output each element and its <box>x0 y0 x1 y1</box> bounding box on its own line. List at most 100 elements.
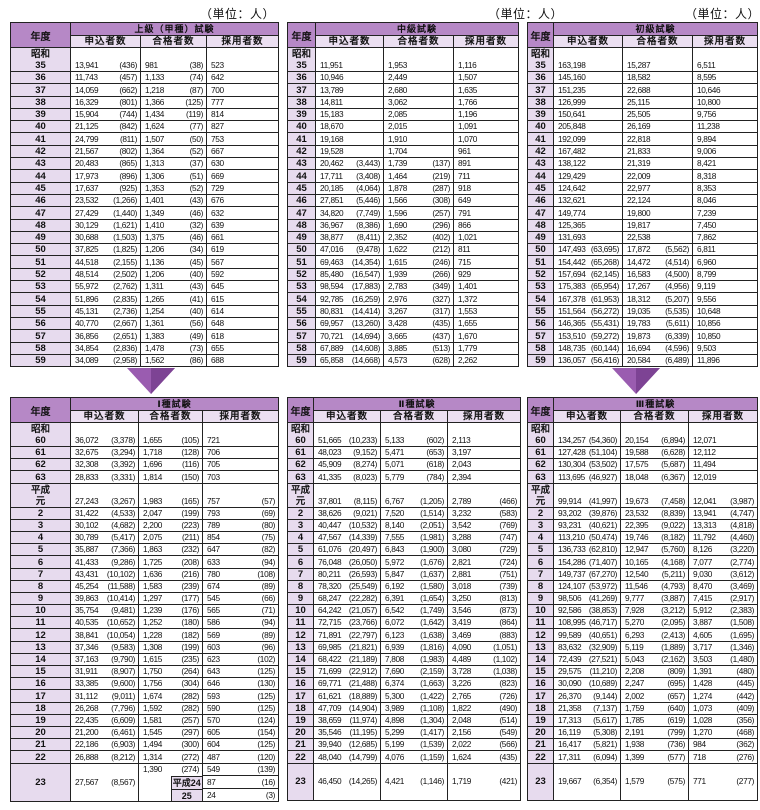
cell-values: 3,665 (437) <box>385 331 453 341</box>
cell-values: 136,057 (56,416) <box>555 355 622 365</box>
data-cell: 148,735 (60,144) <box>553 341 623 355</box>
data-cell: 7,555 (1,981) <box>380 530 448 545</box>
year-cell: 63 <box>287 470 314 484</box>
cell-values: 17,313 (5,617) <box>555 715 620 725</box>
count-value: 44,518 <box>75 256 99 267</box>
cell-values: 16,694 (4,596) <box>624 343 692 353</box>
count-value: 3,018 <box>452 580 472 591</box>
count-value: 1,428 <box>693 678 713 689</box>
count-value: 6,843 <box>385 544 405 555</box>
exam-title: Ⅲ種試験 <box>552 397 759 411</box>
count-value: 19,588 <box>625 447 649 458</box>
data-cell: 487 (120) <box>201 750 280 764</box>
cell-values: 757 (57) <box>204 495 278 507</box>
year-cell: 15 <box>10 664 71 679</box>
year-cell: 53 <box>287 280 316 294</box>
data-cell: 1,306 (51) <box>140 169 207 183</box>
female-count-value: (11,588) <box>107 580 136 591</box>
table-row: 17 26,370 (9,144) 2,002 (657) 1,274 (442) <box>527 689 759 703</box>
table-row: 38 14,811 3,062 1,766 <box>287 95 519 109</box>
female-count-value: (2,736) <box>113 305 137 316</box>
cell-values: 2,047 (199) <box>140 508 202 518</box>
female-count-value: (282) <box>181 702 199 713</box>
cell-values: 1,750 (264) <box>140 667 202 677</box>
female-count-value: (736) <box>667 739 685 750</box>
cell-values: 5,779 (784) <box>382 472 447 482</box>
data-cell: 68,422 (21,189) <box>313 652 381 667</box>
data-cell: 780 (108) <box>201 567 280 581</box>
female-count-value: (2,667) <box>113 318 137 329</box>
female-count-value: (63,695) <box>590 244 619 255</box>
female-count-value: (2,383) <box>730 605 755 616</box>
female-count-value: (1,205) <box>420 495 444 506</box>
cell-values: 2,352 (402) <box>385 232 453 242</box>
cell-values: 3,250 (813) <box>449 593 520 603</box>
count-value: 20,185 <box>320 182 344 193</box>
count-value: 1,228 <box>143 629 163 640</box>
count-value: 757 <box>207 495 220 506</box>
sub-year-label: 25 <box>170 788 202 800</box>
data-cell: 1,091 <box>453 120 519 134</box>
female-count-value: (1,108) <box>420 702 444 713</box>
count-value: 33,385 <box>75 678 99 689</box>
count-value: 633 <box>207 556 220 567</box>
count-value: 5,270 <box>625 617 645 628</box>
data-cell: 125,365 <box>553 218 623 232</box>
cell-values: 9,503 <box>694 343 757 353</box>
data-cell: 154,286 (71,407) <box>553 555 621 569</box>
year-cell: 13 <box>287 640 314 654</box>
count-value: 1,464 <box>388 170 408 181</box>
cell-values: 10,856 <box>694 318 757 328</box>
year-cell: 21 <box>287 738 314 752</box>
cell-values: 6,767 (1,205) <box>382 495 447 507</box>
female-count-value: (5,760) <box>661 544 685 555</box>
count-value: 718 <box>693 751 706 762</box>
count-value: 61,621 <box>318 690 342 701</box>
data-cell: 1,206 (34) <box>140 243 207 257</box>
count-value: 590 <box>207 702 220 713</box>
count-value: 6,123 <box>385 629 405 640</box>
cell-values: 3,226 (823) <box>449 679 520 689</box>
count-value: 19,746 <box>625 532 649 543</box>
cell-values: 30,688 (1,503) <box>72 232 140 242</box>
data-cell: 71,891 (22,797) <box>313 628 381 642</box>
year-cell: 62 <box>10 458 71 472</box>
count-value: 16,583 <box>627 269 651 280</box>
data-cell: 1,391 (480) <box>687 664 759 679</box>
table-row: 18 47,709 (14,904) 3,989 (1,108) 1,822 (490) <box>287 701 522 715</box>
data-cell: 21,567 (802) <box>70 144 141 159</box>
data-cell: 918 <box>453 181 519 195</box>
cell-values: 1,983 (165) <box>140 496 202 507</box>
data-cell: 1,428 (445) <box>687 677 759 691</box>
cell-values: 28,833 (3,331) <box>72 472 138 482</box>
cell-values: 19,783 (5,611) <box>624 318 692 328</box>
data-cell: 1,785 (619) <box>620 713 689 727</box>
female-count-value: (10,532) <box>348 519 377 530</box>
count-value: 11,238 <box>697 121 720 132</box>
female-count-value: (46,927) <box>588 471 617 482</box>
table-row: 52 85,480 (16,547) 1,939 (266) 929 <box>287 267 519 282</box>
cell-values: 1,306 (51) <box>142 171 206 181</box>
count-value: 19,873 <box>627 330 651 341</box>
data-cell: 1,615 (246) <box>383 255 454 269</box>
data-cell: 1,756 (304) <box>138 677 203 691</box>
count-value: 1,391 <box>693 666 713 677</box>
data-cell: 44,518 (2,155) <box>70 255 141 269</box>
cell-values: 1,562 (86) <box>142 355 206 365</box>
count-value: 124,107 <box>558 580 586 591</box>
table-row: 10 64,242 (21,057) 6,542 (1,749) 3,546 (873) <box>287 604 522 618</box>
female-count-value: (40) <box>189 269 204 280</box>
cell-values: 721 <box>204 435 278 446</box>
cell-values: 603 (96) <box>204 642 278 652</box>
year-cell: 20 <box>287 725 314 740</box>
cell-values: 700 <box>208 85 278 95</box>
table-row: 46 132,621 22,124 8,046 <box>527 193 758 208</box>
count-value: 14,059 <box>75 84 99 95</box>
female-count-value: (56,272) <box>590 305 619 316</box>
data-cell: 21,319 <box>622 157 693 171</box>
cell-values: 13,941 (4,747) <box>690 508 757 518</box>
exam-table: 年度 Ⅲ種試験 申込者数 合格者数 採用者数 昭和 60 134,257 (54,360) 20… <box>527 397 759 801</box>
count-value: 5,972 <box>385 556 405 567</box>
table-row: 16 69,771 (21,488) 6,374 (1,663) 3,226 (823) <box>287 677 522 691</box>
data-cell: 99,914 (41,997) <box>553 482 621 508</box>
